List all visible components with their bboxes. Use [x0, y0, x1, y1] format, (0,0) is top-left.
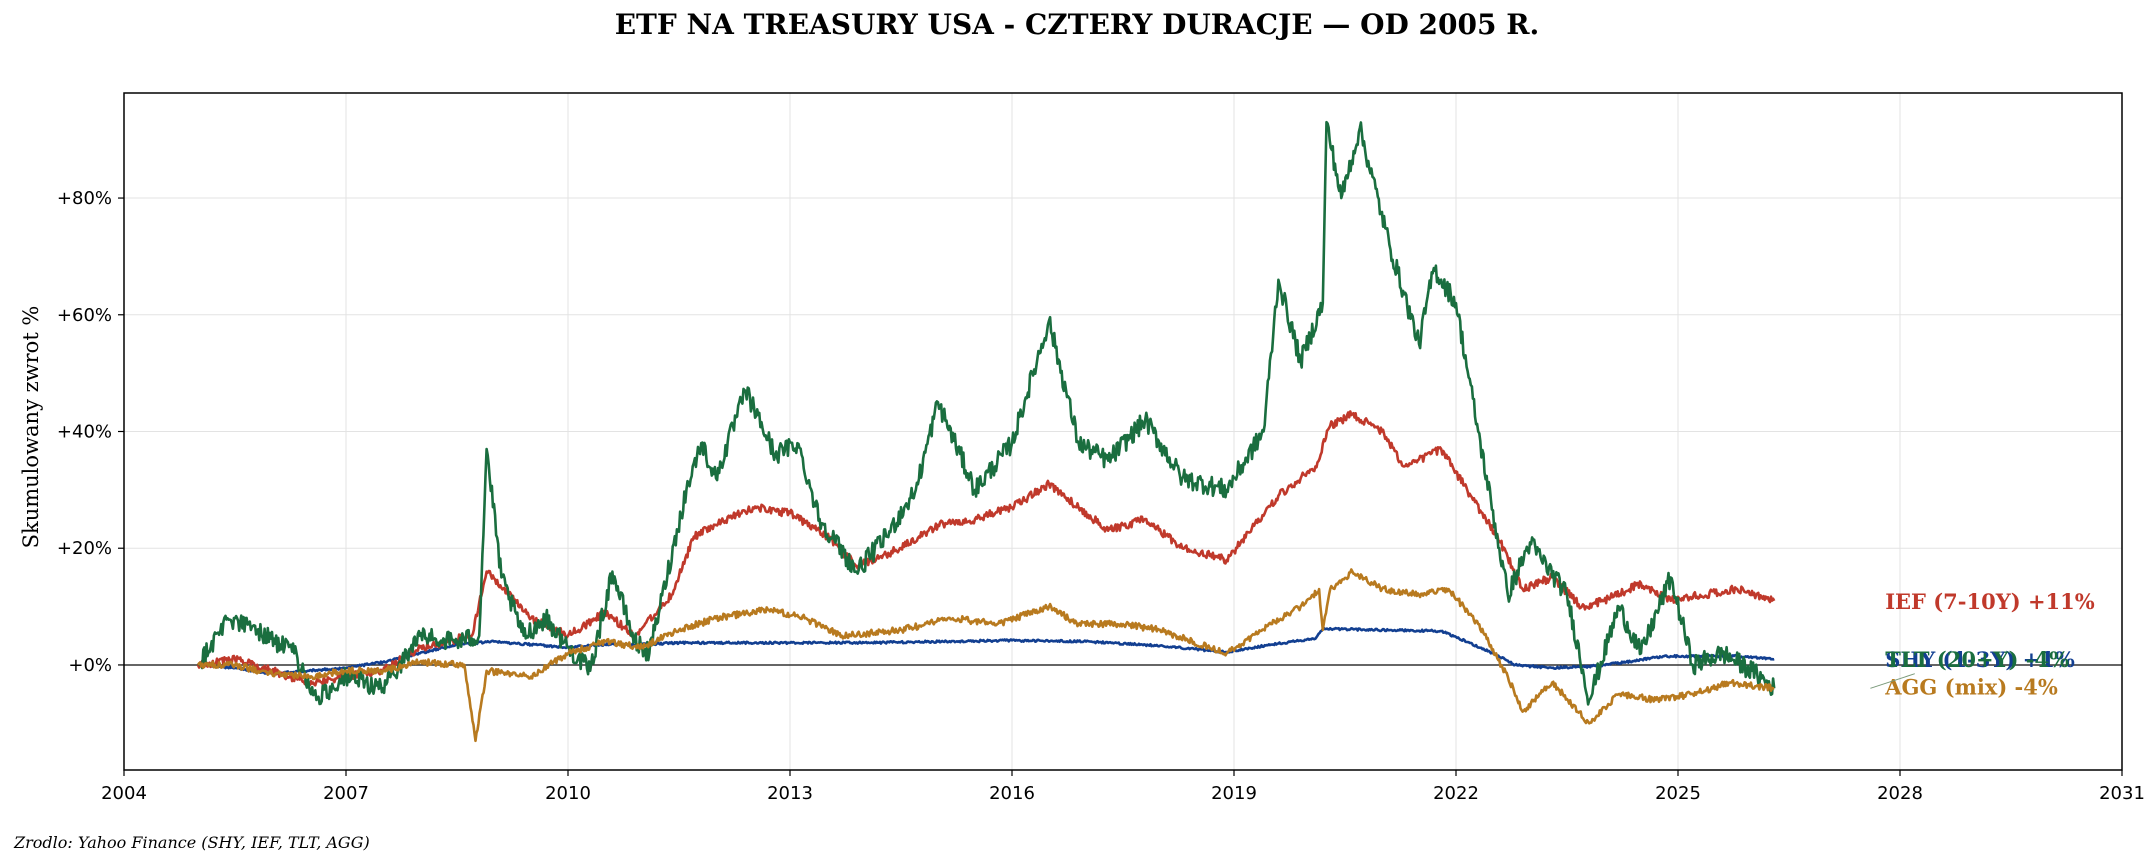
y-axis-ticks: +0% +20% +40% +60% +80%	[57, 188, 124, 676]
y-tick-label: +80%	[57, 188, 112, 209]
end-label-2: TLT (20+Y) -4%	[1885, 647, 2069, 672]
end-labels: SHY (1-3Y) +1% IEF (7-10Y) +11% TLT (20+Y)…	[1870, 589, 2095, 699]
end-label-1: IEF (7-10Y) +11%	[1885, 589, 2095, 614]
x-tick-label: 2004	[101, 783, 147, 804]
end-label-0: SHY (1-3Y) +1%	[1885, 647, 2075, 672]
end-label-3: AGG (mix) -4%	[1884, 674, 2058, 699]
x-tick-label: 2022	[1433, 783, 1479, 804]
y-tick-label: +0%	[68, 655, 112, 676]
x-tick-label: 2019	[1211, 783, 1257, 804]
y-tick-label: +60%	[57, 305, 112, 326]
x-tick-label: 2016	[989, 783, 1035, 804]
series-line-0	[197, 626, 1775, 676]
x-tick-label: 2007	[323, 783, 369, 804]
x-tick-label: 2025	[1655, 783, 1701, 804]
y-tick-label: +20%	[57, 538, 112, 559]
source-note: Zrodlo: Yahoo Finance (SHY, IEF, TLT, AG…	[13, 833, 370, 852]
x-tick-label: 2031	[2099, 783, 2145, 804]
chart-title: ETF NA TREASURY USA - CZTERY DURACJE — O…	[615, 8, 1540, 41]
x-axis-ticks: 2004 2007 2010 2013 2016 2019 2022 2025 2028 2031	[101, 770, 2145, 804]
end-label-leader	[1870, 673, 1915, 689]
series-line-2	[197, 120, 1776, 706]
grid	[123, 93, 2123, 770]
series-lines	[196, 120, 1776, 743]
series-line-3	[196, 568, 1775, 743]
y-axis-label: Skumulowany zwrot %	[19, 306, 43, 549]
y-tick-label: +40%	[57, 422, 112, 443]
x-tick-label: 2013	[767, 783, 813, 804]
x-tick-label: 2028	[1877, 783, 1923, 804]
x-tick-label: 2010	[545, 783, 591, 804]
